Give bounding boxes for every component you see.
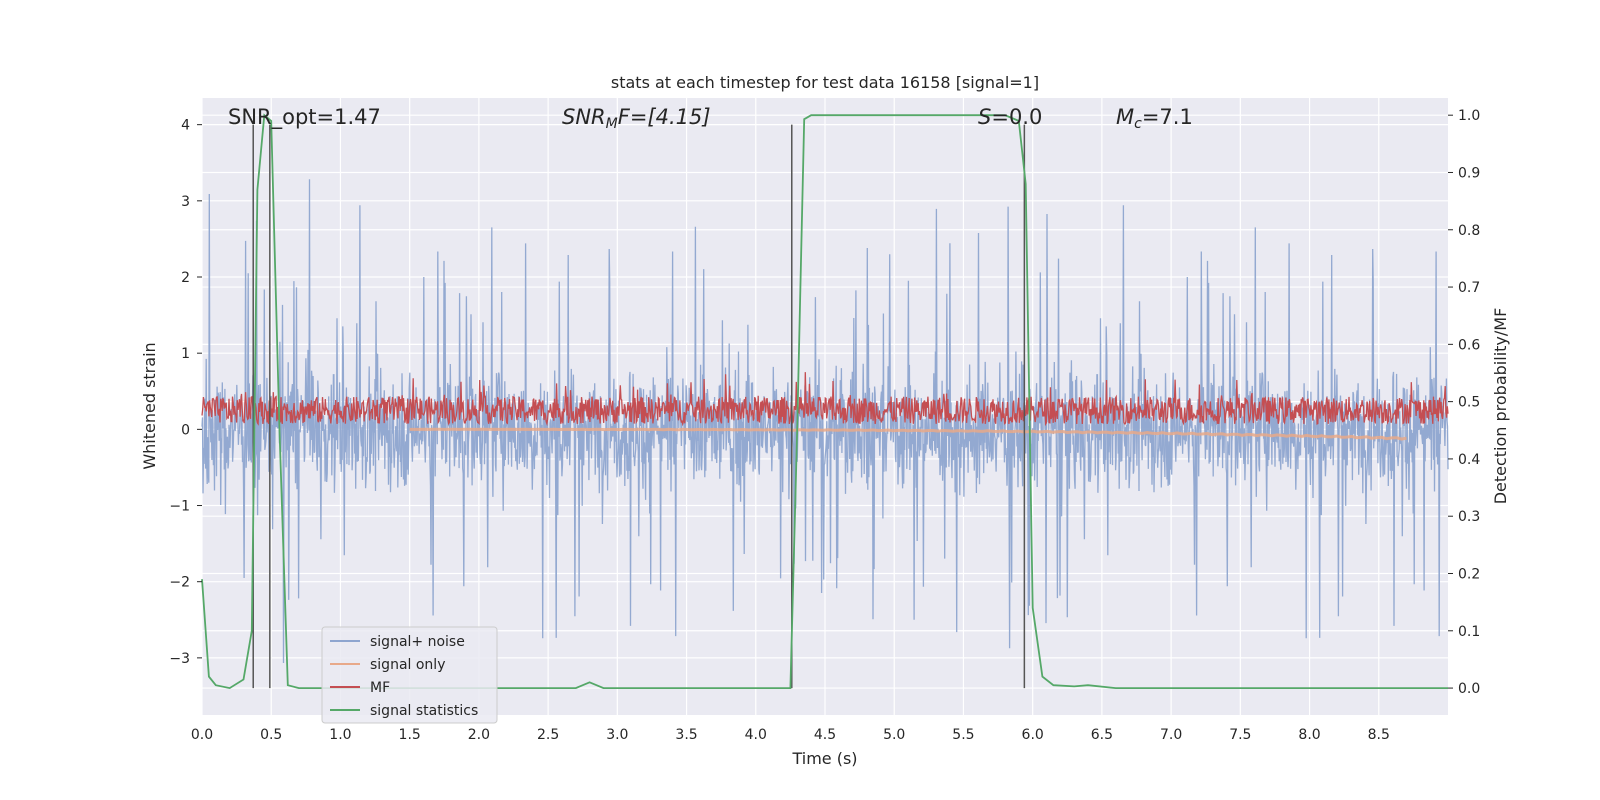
x-tick-label: 8.5 [1368, 727, 1390, 743]
y-tick-label: 2 [181, 270, 190, 286]
y-tick-label: 3 [181, 194, 190, 210]
y-tick-label: 1 [181, 346, 190, 362]
y-tick-label: −1 [169, 499, 190, 515]
x-tick-label: 7.5 [1229, 727, 1251, 743]
y2-tick-label: 0.6 [1458, 337, 1480, 353]
annotation-s: S=0.0 [978, 105, 1042, 129]
y2-tick-label: 0.2 [1458, 566, 1480, 582]
legend: signal+ noise signal only MF signal stat… [321, 626, 498, 724]
y2-tick-labels: 0.0 0.1 0.2 0.3 0.4 0.5 0.6 0.7 0.8 0.9 1.0 [1448, 108, 1480, 697]
x-tick-label: 1.5 [399, 727, 421, 743]
x-tick-label: 5.5 [952, 727, 974, 743]
legend-box [321, 626, 498, 724]
y2-tick-label: 0.8 [1458, 223, 1480, 239]
series-signal-statistics [201, 113, 1448, 690]
x-tick-label: 2.0 [468, 727, 490, 743]
series-mf [201, 372, 1449, 427]
y-tick-label: −2 [169, 575, 190, 591]
y2-axis-label: Detection probability/MF [1491, 308, 1510, 505]
y2-tick-label: 0.1 [1458, 624, 1480, 640]
y2-tick-label: 0.7 [1458, 280, 1480, 296]
y-tick-label: 4 [181, 118, 190, 134]
series-mf-line [201, 372, 1449, 427]
x-axis-label: Time (s) [791, 749, 857, 768]
series-signal-only-line [409, 427, 1407, 441]
x-tick-labels: 0.0 0.5 1.0 1.5 2.0 2.5 3.0 3.5 4.0 4.5 5.0 5.5 6.0 6… [191, 727, 1390, 743]
x-tick-label: 7.0 [1160, 727, 1182, 743]
y2-tick-label: 0.3 [1458, 509, 1480, 525]
y-tick-label: −3 [169, 651, 190, 667]
legend-label-mf: MF [370, 680, 390, 696]
y-tick-labels: −3 −2 −1 0 1 2 3 4 [169, 118, 202, 667]
series-signal-noise [201, 179, 1449, 664]
legend-label-signal-statistics: signal statistics [370, 703, 478, 719]
x-tick-label: 8.0 [1298, 727, 1320, 743]
x-tick-label: 3.0 [606, 727, 628, 743]
y-axis-label: Whitened strain [140, 342, 159, 469]
annotation-mc: Mc=7.1 [1116, 105, 1193, 132]
y2-tick-label: 0.0 [1458, 681, 1480, 697]
y-tick-label: 0 [181, 422, 190, 438]
series-signal-statistics-line [201, 113, 1448, 690]
x-tick-label: 2.5 [537, 727, 559, 743]
annotation-snr-opt: SNR_opt=1.47 [228, 105, 381, 130]
x-tick-label: 3.5 [675, 727, 697, 743]
legend-label-signal-noise: signal+ noise [370, 634, 465, 650]
y2-tick-label: 0.4 [1458, 452, 1480, 468]
x-tick-label: 4.0 [745, 727, 767, 743]
x-tick-label: 1.0 [329, 727, 351, 743]
y2-tick-label: 1.0 [1458, 108, 1480, 124]
chart-title: stats at each timestep for test data 161… [611, 73, 1039, 92]
x-tick-label: 0.5 [260, 727, 282, 743]
x-tick-label: 6.0 [1022, 727, 1044, 743]
x-tick-label: 5.0 [883, 727, 905, 743]
y2-tick-label: 0.9 [1458, 165, 1480, 181]
series-signal-only [409, 427, 1407, 441]
y2-tick-label: 0.5 [1458, 395, 1480, 411]
vertical-markers [252, 124, 1026, 689]
x-tick-label: 6.5 [1091, 727, 1113, 743]
annotation-snr-mf: SNRMF=[4.15] [562, 105, 711, 132]
x-tick-label: 0.0 [191, 727, 213, 743]
x-tick-label: 4.5 [814, 727, 836, 743]
series-signal-noise-line [201, 179, 1449, 664]
legend-label-signal-only: signal only [370, 657, 445, 673]
